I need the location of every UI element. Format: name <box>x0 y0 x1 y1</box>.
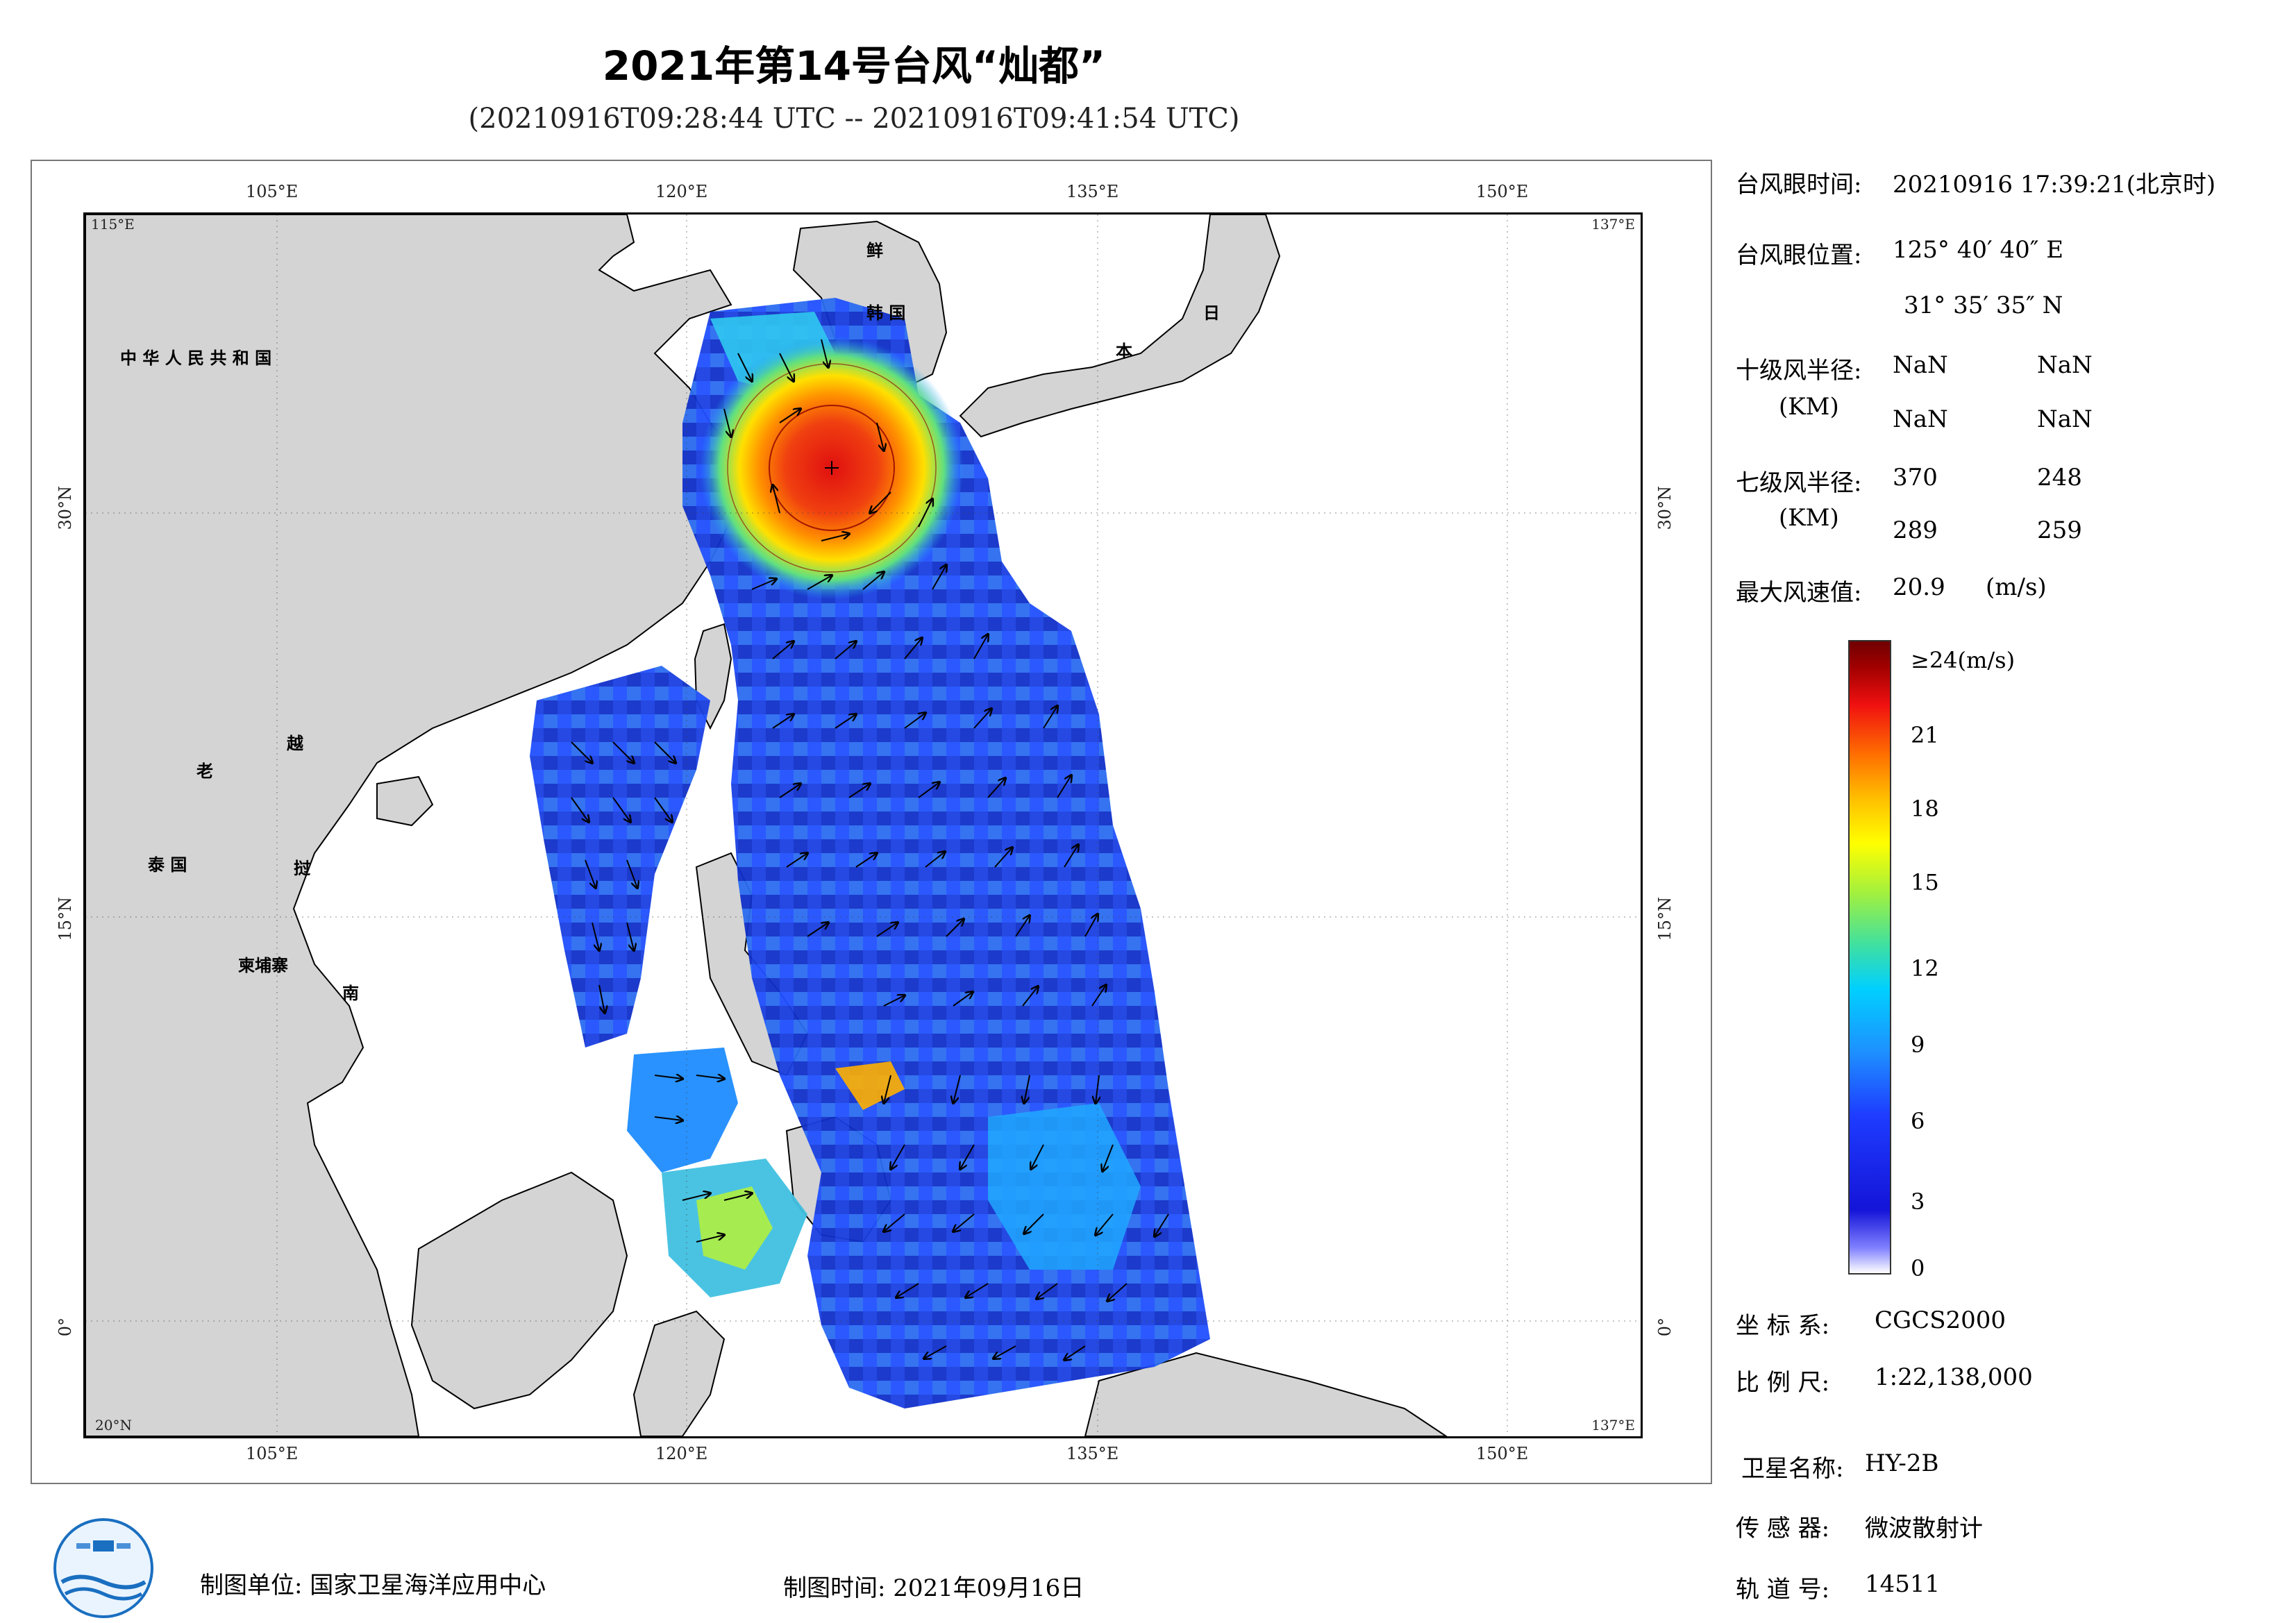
wind-swath-west <box>530 666 807 1297</box>
r10-sw: NaN <box>1893 405 1948 433</box>
corner-bottom-left-lat: 20°N <box>95 1417 132 1433</box>
scale-value: 1:22,138,000 <box>1875 1363 2033 1391</box>
r10-se: NaN <box>2037 351 2093 379</box>
label-korea-south: 韩 国 <box>866 303 905 323</box>
lat-tick-right-30: 30°N <box>1655 486 1675 530</box>
r7-unit: (KM) <box>1779 504 1839 532</box>
label-vietnam-2: 南 <box>342 984 359 1003</box>
colorbar-label-6: 6 <box>1911 1108 1925 1134</box>
country-labels: 中 华 人 民 共 和 国 老 越 南 泰 国 挝 柬埔寨 鲜 韩 国 日 本 <box>120 241 1220 1003</box>
r7-sw: 289 <box>1893 516 1938 544</box>
map-canvas: 中 华 人 民 共 和 国 老 越 南 泰 国 挝 柬埔寨 鲜 韩 国 日 本 <box>85 215 1641 1436</box>
max-wind-unit: (m/s) <box>1986 573 2047 601</box>
r7-nw: 259 <box>2037 516 2082 544</box>
lat-tick-left-0: 0° <box>56 1318 75 1337</box>
wind-speed-colorbar <box>1848 640 1891 1275</box>
r10-unit: (KM) <box>1779 393 1839 421</box>
eye-time-value: 20210916 17:39:21(北京时) <box>1893 171 2216 199</box>
label-japan-2: 本 <box>1116 342 1132 361</box>
crs-value: CGCS2000 <box>1875 1306 2006 1334</box>
orbit-value: 14511 <box>1865 1570 1941 1598</box>
map-subtitle: (20210916T09:28:44 UTC -- 20210916T09:41… <box>468 103 1240 135</box>
max-wind-label: 最大风速值: <box>1736 579 1862 607</box>
nsoas-logo-icon <box>51 1516 156 1620</box>
lon-tick-bottom-105: 105°E <box>246 1444 299 1463</box>
lat-tick-right-0: 0° <box>1655 1318 1675 1337</box>
satellite-label: 卫星名称: <box>1741 1455 1844 1483</box>
footer-date: 制图时间: 2021年09月16日 <box>783 1574 1084 1602</box>
lon-tick-bottom-120: 120°E <box>655 1444 708 1463</box>
footer-producer: 制图单位: 国家卫星海洋应用中心 <box>200 1572 546 1599</box>
colorbar-label-15: 15 <box>1911 869 1939 895</box>
lon-tick-top-120: 120°E <box>655 182 708 201</box>
lat-tick-left-30: 30°N <box>56 486 75 530</box>
label-laos: 老 <box>196 762 213 781</box>
colorbar-label-3: 3 <box>1911 1188 1925 1215</box>
label-japan-1: 日 <box>1203 303 1220 323</box>
colorbar-label-0: 0 <box>1911 1255 1925 1281</box>
scale-label: 比 例 尺: <box>1736 1369 1830 1397</box>
eye-time-label: 台风眼时间: <box>1736 171 1862 199</box>
max-wind-value: 20.9 <box>1893 573 1945 601</box>
wind-vectors <box>571 339 1169 1360</box>
r10-nw: NaN <box>2037 405 2093 433</box>
orbit-label: 轨 道 号: <box>1736 1576 1830 1604</box>
colorbar-label-21: 21 <box>1911 722 1939 748</box>
lon-tick-bottom-135: 135°E <box>1066 1444 1119 1463</box>
label-laos-2: 挝 <box>294 859 311 878</box>
colorbar-label-9: 9 <box>1911 1032 1925 1058</box>
lon-tick-top-105: 105°E <box>246 182 299 201</box>
label-china: 中 华 人 民 共 和 国 <box>120 348 271 368</box>
wind-field-map: 中 华 人 民 共 和 国 老 越 南 泰 国 挝 柬埔寨 鲜 韩 国 日 本 … <box>83 212 1643 1438</box>
corner-top-left-lon: 115°E <box>91 216 135 233</box>
r10-ne: NaN <box>1893 351 1948 379</box>
crs-label: 坐 标 系: <box>1736 1312 1830 1340</box>
lat-tick-left-15: 15°N <box>56 897 75 941</box>
sensor-label: 传 感 器: <box>1736 1515 1830 1542</box>
r7-ne: 370 <box>1893 464 1938 491</box>
graticule <box>85 215 1641 1436</box>
r7-label: 七级风半径: <box>1736 469 1862 497</box>
label-cambodia: 柬埔寨 <box>238 956 288 975</box>
r10-label: 十级风半径: <box>1736 357 1862 385</box>
lon-tick-top-135: 135°E <box>1066 182 1119 201</box>
corner-top-right-lon: 137°E <box>1591 216 1635 233</box>
label-vietnam-1: 越 <box>287 734 304 753</box>
sensor-value: 微波散射计 <box>1865 1515 1983 1542</box>
lon-tick-bottom-150: 150°E <box>1476 1444 1529 1463</box>
colorbar-label-18: 18 <box>1911 796 1939 822</box>
map-title: 2021年第14号台风“灿都” <box>602 42 1106 90</box>
satellite-value: HY-2B <box>1865 1449 1939 1477</box>
eye-pos-label: 台风眼位置: <box>1736 242 1862 269</box>
label-thailand: 泰 国 <box>148 855 187 875</box>
colorbar-label-24: ≥24(m/s) <box>1911 647 2016 673</box>
r7-se: 248 <box>2037 464 2082 491</box>
eye-pos-lon: 125° 40′ 40″ E <box>1893 236 2064 264</box>
label-korea-north: 鲜 <box>866 241 883 260</box>
colorbar-label-12: 12 <box>1911 955 1939 982</box>
eye-pos-lat: 31° 35′ 35″ N <box>1904 292 2063 319</box>
corner-bottom-right-lon: 137°E <box>1591 1417 1635 1433</box>
lat-tick-right-15: 15°N <box>1655 897 1675 941</box>
lon-tick-top-150: 150°E <box>1476 182 1529 201</box>
